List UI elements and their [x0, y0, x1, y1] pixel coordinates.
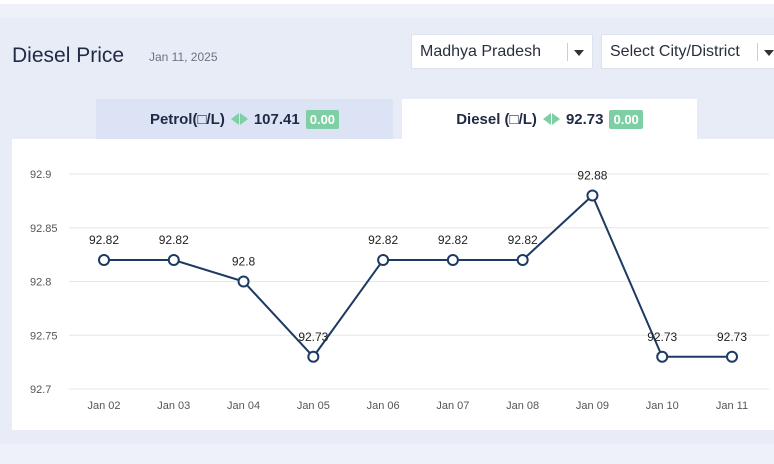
- petrol-price: 107.41: [253, 110, 300, 128]
- y-tick-label: 92.9: [30, 169, 51, 181]
- x-tick-label: Jan 02: [87, 400, 120, 412]
- tab-diesel[interactable]: Diesel (□/L) 92.73 0.00: [402, 99, 697, 139]
- data-label: 92.82: [368, 233, 398, 247]
- y-tick-label: 92.85: [30, 223, 58, 235]
- tab-petrol[interactable]: Petrol(□/L) 107.41 0.00: [96, 99, 393, 139]
- diesel-change-badge: 0.00: [609, 109, 643, 129]
- chart-panel: 92.7 92.75 92.8 92.85 92.9 Jan 02 Jan 03 Jan 04…: [12, 139, 774, 430]
- data-label: 92.82: [159, 233, 189, 247]
- series-line: [104, 193, 732, 359]
- city-select[interactable]: Select City/District: [601, 34, 774, 69]
- x-tick-label: Jan 03: [157, 400, 190, 412]
- data-point: [307, 350, 320, 363]
- x-tick-label: Jan 05: [297, 400, 330, 412]
- chevron-down-icon[interactable]: [764, 50, 774, 56]
- data-point: [446, 254, 459, 266]
- data-point: [726, 350, 738, 363]
- data-label: 92.73: [298, 330, 328, 344]
- select-divider: [567, 43, 568, 61]
- data-point: [98, 254, 110, 266]
- top-strip: [0, 0, 774, 4]
- tab-petrol-label: Petrol(□/L): [149, 110, 225, 128]
- data-label: 92.73: [717, 330, 747, 344]
- data-point: [237, 275, 250, 288]
- change-arrows-icon: [230, 113, 248, 125]
- data-point: [656, 350, 669, 363]
- x-tick-label: Jan 06: [367, 400, 400, 412]
- data-label: 92.82: [89, 233, 119, 247]
- tab-diesel-label: Diesel (□/L): [456, 110, 537, 128]
- x-tick-label: Jan 10: [646, 400, 679, 412]
- state-select-value: Madhya Pradesh: [420, 42, 541, 60]
- data-label: 92.8: [232, 255, 256, 269]
- price-line-chart: 92.7 92.75 92.8 92.85 92.9 Jan 02 Jan 03 Jan 04…: [30, 169, 769, 412]
- price-date: Jan 11, 2025: [149, 50, 218, 64]
- change-arrows-icon: [542, 113, 560, 125]
- select-divider: [757, 43, 758, 61]
- diesel-price: 92.73: [565, 110, 604, 128]
- y-tick-label: 92.75: [30, 330, 58, 342]
- data-label: 92.73: [647, 330, 677, 344]
- city-select-value: Select City/District: [610, 42, 740, 60]
- data-label: 92.88: [577, 169, 607, 183]
- data-point: [167, 254, 180, 266]
- data-point: [586, 189, 599, 202]
- x-tick-label: Jan 07: [436, 400, 469, 412]
- data-label: 92.82: [438, 233, 468, 247]
- data-point: [377, 254, 390, 266]
- data-label: 92.82: [508, 233, 538, 247]
- state-select[interactable]: Madhya Pradesh: [411, 34, 593, 69]
- petrol-change-badge: 0.00: [305, 109, 340, 129]
- chevron-down-icon[interactable]: [574, 50, 584, 56]
- x-tick-label: Jan 08: [506, 400, 539, 412]
- x-tick-label: Jan 09: [576, 400, 609, 412]
- x-tick-label: Jan 04: [227, 400, 260, 412]
- data-point: [516, 254, 529, 266]
- page-title: Diesel Price: [12, 44, 125, 67]
- y-tick-label: 92.7: [30, 384, 51, 396]
- y-tick-label: 92.8: [30, 277, 51, 289]
- x-tick-label: Jan 11: [716, 400, 748, 412]
